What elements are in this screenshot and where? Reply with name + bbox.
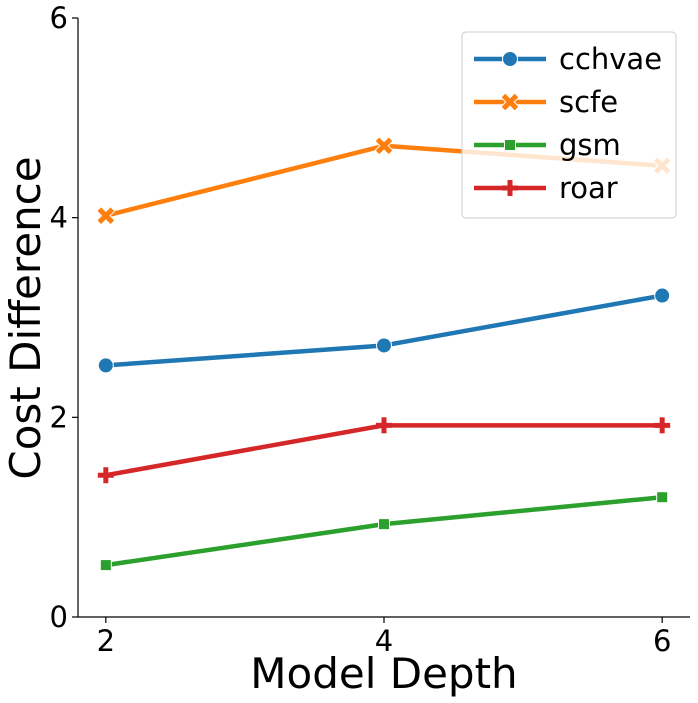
- x-tick-label: 6: [653, 624, 671, 658]
- series-roar: [97, 417, 671, 484]
- data-point-cchvae: [654, 287, 671, 304]
- data-point-scfe: [375, 136, 393, 155]
- x-tick-label: 4: [375, 624, 393, 658]
- legend-item-roar: roar: [474, 171, 618, 205]
- legend-box: [461, 31, 677, 219]
- legend-marker: [501, 93, 519, 111]
- legend-item-scfe: scfe: [474, 85, 618, 119]
- legend-marker: [502, 51, 518, 67]
- series-line-cchvae: [103, 293, 665, 368]
- data-point-gsm: [99, 559, 112, 572]
- y-tick-label: 0: [50, 600, 68, 634]
- data-point-gsm: [656, 491, 669, 504]
- data-point-roar: [97, 467, 114, 484]
- y-axis-title: Cost Difference: [1, 156, 50, 479]
- legend-item-cchvae: cchvae: [474, 42, 662, 76]
- x-axis-title: Model Depth: [250, 649, 517, 698]
- y-tick-label: 4: [50, 201, 68, 235]
- data-point-cchvae: [97, 357, 114, 374]
- legend-label: roar: [559, 171, 618, 205]
- legend-label: gsm: [559, 128, 621, 162]
- data-point-roar: [376, 417, 392, 434]
- legend-label: scfe: [559, 85, 618, 119]
- legend-marker: [504, 139, 516, 151]
- data-point-scfe: [96, 206, 115, 225]
- data-point-gsm: [378, 518, 390, 531]
- legend-label: cchvae: [559, 42, 662, 76]
- legend-marker: [502, 180, 518, 196]
- series-line-gsm: [103, 494, 665, 568]
- legend: cchvae scfe gsm roar: [461, 31, 677, 219]
- marker-stroke: [501, 93, 519, 111]
- legend-item-gsm: gsm: [474, 128, 621, 162]
- y-tick-label: 2: [50, 400, 68, 434]
- series-cchvae: [97, 287, 671, 374]
- x-tick-label: 2: [97, 624, 115, 658]
- data-point-roar: [654, 417, 671, 434]
- data-point-cchvae: [376, 337, 392, 354]
- marker-stroke: [375, 137, 393, 155]
- marker-stroke: [97, 207, 115, 224]
- y-tick-label: 6: [50, 1, 68, 35]
- series-gsm: [99, 491, 669, 572]
